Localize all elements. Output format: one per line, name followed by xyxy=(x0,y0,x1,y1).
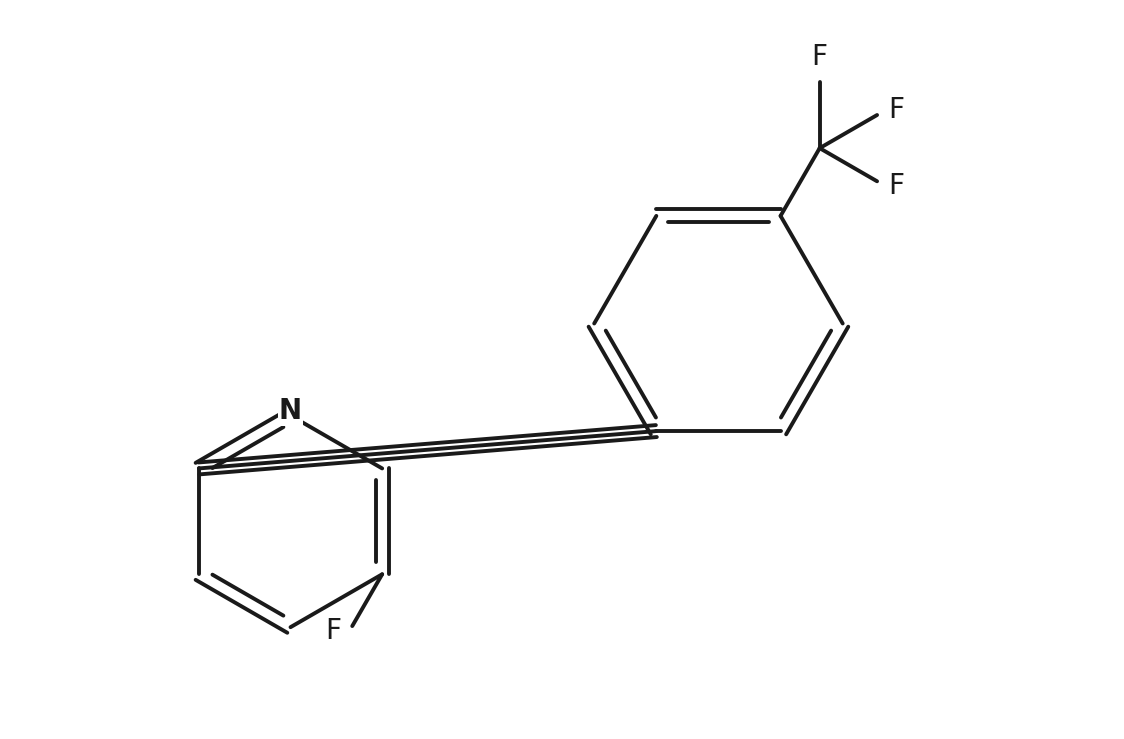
Text: N: N xyxy=(279,397,302,425)
Text: F: F xyxy=(888,96,904,124)
Text: F: F xyxy=(325,616,342,644)
Text: F: F xyxy=(888,172,904,200)
Text: F: F xyxy=(812,43,827,71)
